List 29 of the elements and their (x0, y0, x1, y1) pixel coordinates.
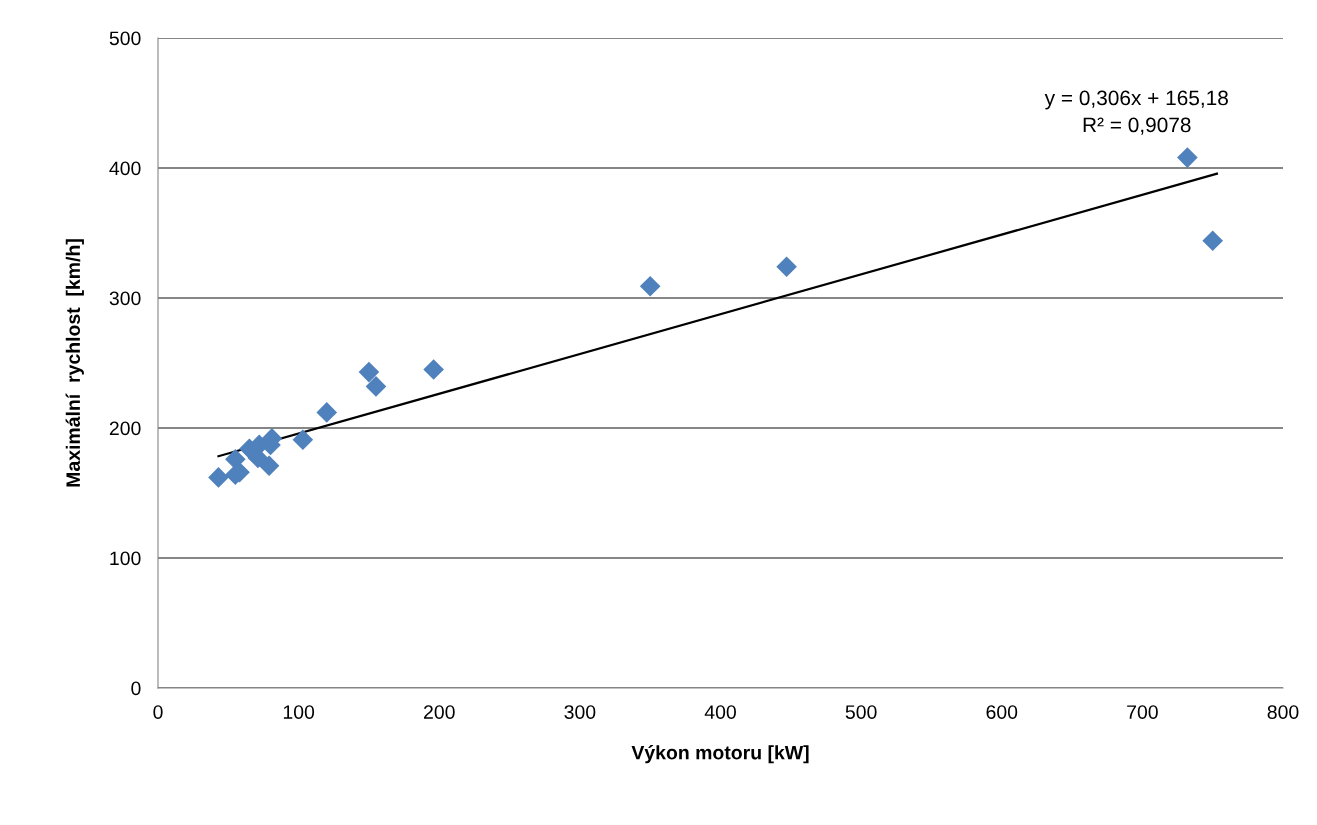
point (358, 361, 380, 383)
point (316, 402, 338, 423)
y-tick-label: 0 (131, 681, 141, 696)
x-axis-title: Výkon motoru [kW] (631, 745, 809, 764)
point (292, 429, 314, 450)
x-tick-label: 300 (564, 705, 596, 719)
y-axis-title: Maximální rychlost [km/h] (65, 239, 84, 487)
point (258, 455, 280, 476)
y-tick-label: 500 (109, 31, 141, 46)
point (1177, 147, 1198, 168)
point (776, 256, 797, 278)
x-tick-label: 0 (153, 705, 163, 719)
x-tick-label: 600 (986, 705, 1018, 719)
y-tick-label: 300 (109, 291, 141, 306)
y-tick-label: 400 (109, 161, 141, 176)
point (208, 467, 229, 488)
x-tick-label: 700 (1127, 705, 1158, 719)
y-tick-label: 100 (110, 551, 141, 566)
annotation: y = 0,306x + 165,18 R² = 0,9078 (1044, 90, 1228, 135)
x-tick-label: 500 (845, 705, 877, 719)
x-tick-label: 100 (283, 705, 315, 719)
x-tick-label: 800 (1267, 705, 1299, 719)
y-tick-label: 200 (109, 421, 141, 436)
point (1202, 230, 1223, 252)
point (365, 376, 387, 397)
x-tick-label: 400 (704, 705, 736, 719)
point (423, 359, 444, 380)
point (639, 276, 661, 297)
x-tick-label: 200 (424, 705, 455, 719)
